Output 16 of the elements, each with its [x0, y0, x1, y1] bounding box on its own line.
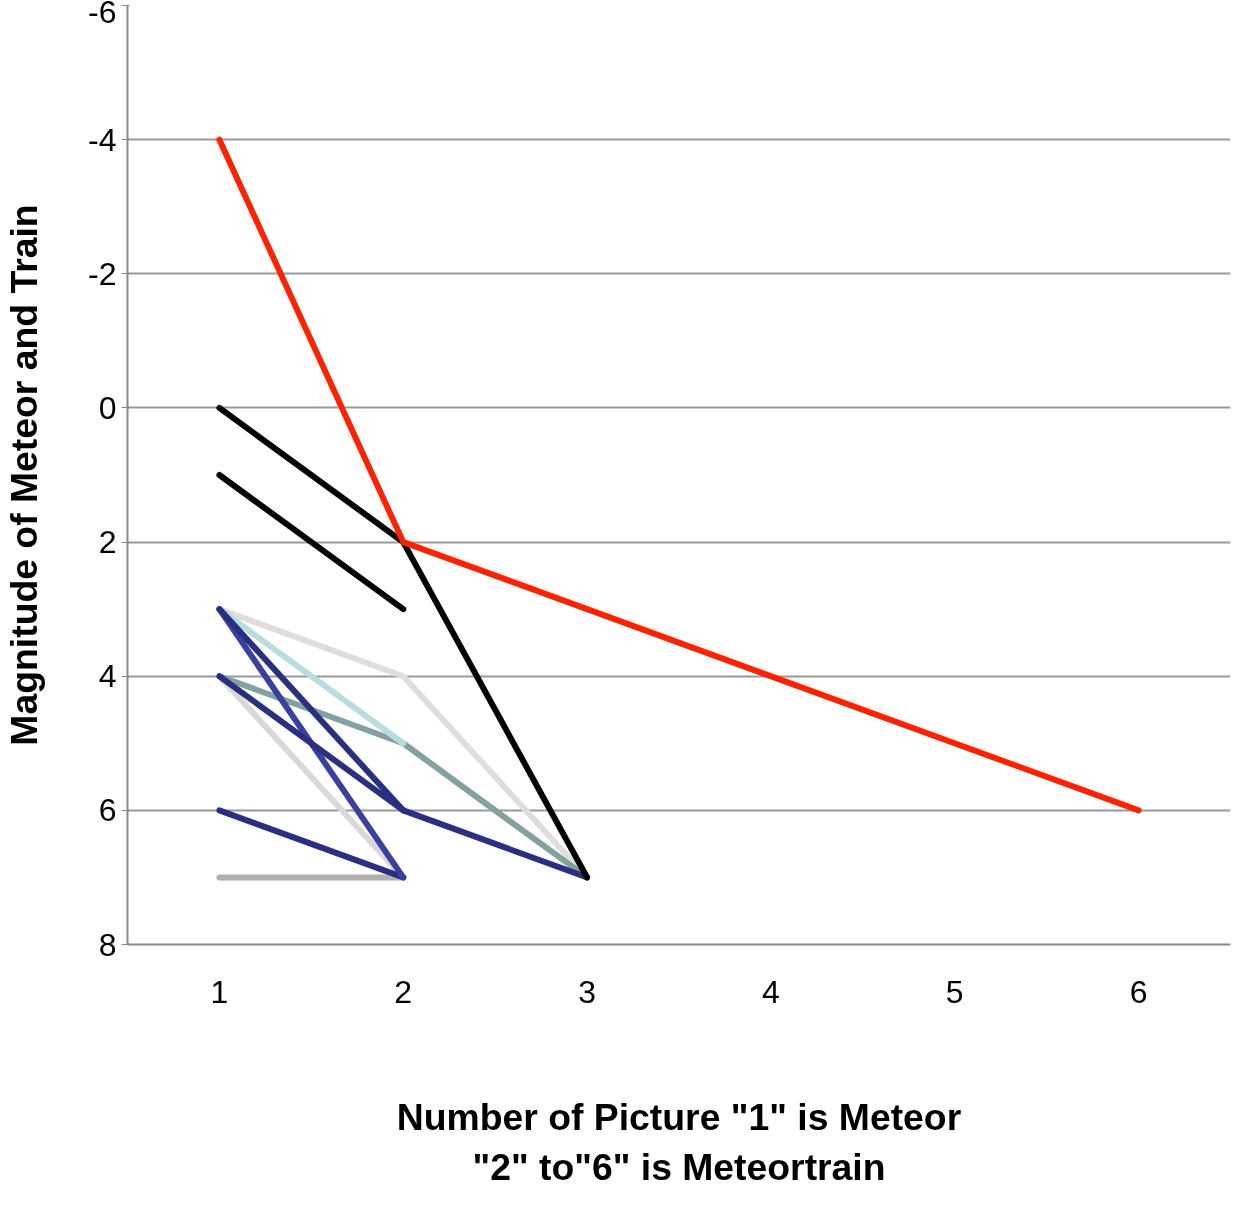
x-tick-label: 3: [578, 973, 596, 1010]
y-tick-label: 4: [98, 658, 117, 695]
x-tick-label: 4: [762, 973, 780, 1010]
x-tick-label: 2: [394, 973, 413, 1010]
y-tick-label: -6: [88, 0, 117, 30]
x-tick-label: 5: [945, 973, 964, 1010]
y-tick-label: 2: [98, 524, 117, 561]
y-tick-label: -2: [88, 255, 117, 292]
x-axis-title: Number of Picture "1" is Meteor "2" to"6" is Meteortrain: [396, 1095, 962, 1188]
x-tick-label: 1: [210, 973, 229, 1010]
y-axis-title: Magnitude of Meteor and Train: [3, 204, 46, 746]
y-tick-label: 6: [98, 792, 117, 829]
y-tick-label: 0: [98, 389, 117, 426]
y-tick-label: -4: [88, 121, 117, 158]
x-tick-label: 6: [1129, 973, 1148, 1010]
y-tick-label: 8: [98, 926, 117, 963]
